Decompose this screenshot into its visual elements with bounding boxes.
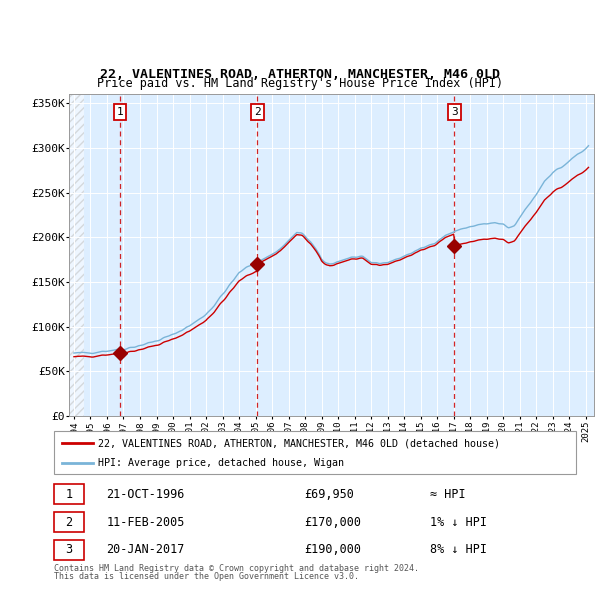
- Text: 2: 2: [65, 516, 73, 529]
- Bar: [54, 512, 84, 532]
- Text: 8% ↓ HPI: 8% ↓ HPI: [430, 543, 487, 556]
- Text: ≈ HPI: ≈ HPI: [430, 488, 466, 501]
- Text: 3: 3: [65, 543, 73, 556]
- Text: Price paid vs. HM Land Registry's House Price Index (HPI): Price paid vs. HM Land Registry's House …: [97, 77, 503, 90]
- Text: 2: 2: [254, 107, 261, 117]
- Text: 22, VALENTINES ROAD, ATHERTON, MANCHESTER, M46 0LD (detached house): 22, VALENTINES ROAD, ATHERTON, MANCHESTE…: [98, 438, 500, 448]
- Text: This data is licensed under the Open Government Licence v3.0.: This data is licensed under the Open Gov…: [54, 572, 359, 581]
- Text: 22, VALENTINES ROAD, ATHERTON, MANCHESTER, M46 0LD: 22, VALENTINES ROAD, ATHERTON, MANCHESTE…: [100, 68, 500, 81]
- Text: £69,950: £69,950: [305, 488, 355, 501]
- Text: Contains HM Land Registry data © Crown copyright and database right 2024.: Contains HM Land Registry data © Crown c…: [54, 563, 419, 572]
- Text: 11-FEB-2005: 11-FEB-2005: [106, 516, 185, 529]
- Text: £190,000: £190,000: [305, 543, 362, 556]
- Bar: [54, 540, 84, 560]
- Text: 3: 3: [451, 107, 458, 117]
- Text: 1: 1: [117, 107, 124, 117]
- Text: 21-OCT-1996: 21-OCT-1996: [106, 488, 185, 501]
- Text: 1: 1: [65, 488, 73, 501]
- Text: HPI: Average price, detached house, Wigan: HPI: Average price, detached house, Wiga…: [98, 458, 344, 468]
- Text: 1% ↓ HPI: 1% ↓ HPI: [430, 516, 487, 529]
- Text: 20-JAN-2017: 20-JAN-2017: [106, 543, 185, 556]
- Bar: [54, 484, 84, 504]
- Text: £170,000: £170,000: [305, 516, 362, 529]
